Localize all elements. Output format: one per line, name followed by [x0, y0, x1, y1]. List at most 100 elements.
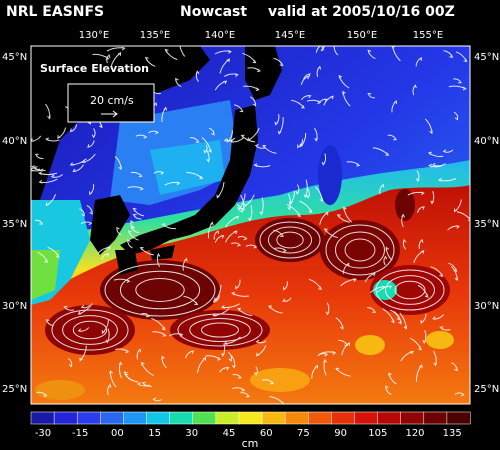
eddy-streamline: [51, 309, 129, 351]
flow-arrow: [295, 184, 300, 195]
lat-right-30: 30°N: [474, 301, 499, 312]
flow-arrow: [420, 313, 427, 324]
flow-arrow: [31, 165, 41, 170]
eddy-3: [320, 220, 400, 280]
flow-arrow: [391, 100, 398, 113]
flow-arrow: [443, 50, 454, 58]
flow-arrow: [118, 361, 123, 379]
colorbar-swatch: [53, 411, 78, 425]
flow-arrow: [34, 153, 44, 159]
flow-arrow: [428, 163, 444, 168]
flow-arrow: [427, 151, 444, 158]
flow-arrow: [243, 85, 260, 92]
flow-arrow: [432, 314, 444, 320]
flow-arrow: [240, 392, 250, 398]
flow-arrow: [38, 171, 58, 176]
flow-arrow: [136, 348, 142, 360]
flow-arrow: [288, 190, 295, 206]
flow-arrow: [277, 116, 284, 135]
flow-arrow: [268, 305, 283, 314]
flow-arrow: [70, 124, 78, 133]
lon-label-145: 145°E: [275, 30, 305, 41]
flow-arrow: [388, 372, 397, 385]
flow-arrow: [323, 228, 339, 239]
field-name-label: Surface Elevation: [40, 62, 149, 75]
colorbar-tick-label: 120: [405, 428, 424, 439]
flow-arrow: [451, 362, 458, 372]
colorbar-tick-label: 135: [443, 428, 462, 439]
flow-arrow: [151, 317, 166, 331]
flow-arrow: [430, 266, 444, 277]
eddy-streamline: [62, 315, 118, 345]
colorbar-tick-label: -15: [72, 428, 88, 439]
flow-arrow: [220, 303, 240, 309]
flow-arrow: [91, 128, 96, 139]
flow-arrow: [226, 130, 233, 143]
flow-arrow: [196, 356, 207, 373]
flow-arrow: [323, 95, 334, 106]
flow-arrow: [50, 174, 63, 179]
flow-arrow: [135, 134, 148, 139]
flow-arrow: [164, 48, 178, 61]
colorbar-swatch: [30, 411, 55, 425]
eddy-5: [170, 310, 270, 350]
colorbar-swatch: [76, 411, 101, 425]
flow-arrow: [86, 205, 93, 215]
flow-arrow: [231, 291, 250, 297]
flow-arrow: [316, 65, 322, 77]
flow-arrow: [322, 46, 326, 52]
flow-arrow: [92, 53, 110, 60]
flow-arrow: [224, 73, 239, 77]
reference-vector-label: 20 cm/s: [90, 94, 134, 107]
flow-arrow: [81, 153, 96, 163]
flow-arrow: [342, 262, 350, 274]
flow-arrow: [453, 111, 459, 121]
flow-arrow: [393, 311, 402, 325]
flow-arrow: [79, 208, 85, 217]
flow-arrow: [219, 58, 230, 74]
colorbar-tick-label: 60: [260, 428, 273, 439]
flow-arrow: [116, 226, 122, 236]
flow-arrow: [219, 367, 230, 373]
flow-arrow: [379, 183, 385, 195]
flow-arrow: [213, 230, 219, 240]
flow-arrow: [175, 77, 182, 88]
eddy-streamline: [72, 320, 108, 340]
eddy-6: [370, 265, 450, 315]
flow-arrow: [286, 203, 301, 218]
flow-arrow: [300, 95, 312, 101]
flow-arrow: [57, 127, 67, 139]
eddy-streamline: [276, 231, 304, 249]
flow-arrow: [144, 56, 156, 67]
colorbar-swatch: [192, 411, 217, 425]
flow-arrow: [282, 297, 292, 302]
flow-arrow: [213, 295, 220, 304]
flow-arrow: [255, 339, 267, 344]
velocity-streamlines: [31, 46, 470, 404]
flow-arrow: [161, 106, 168, 122]
colorbar-swatch: [331, 411, 356, 425]
flow-arrow: [317, 352, 329, 357]
flow-arrow: [248, 205, 253, 222]
flow-arrow: [341, 341, 351, 356]
flow-arrow: [269, 396, 285, 404]
cold-eddy: [373, 280, 397, 300]
flow-arrow: [97, 246, 112, 254]
flow-arrow: [274, 247, 287, 253]
eddy-streamline: [259, 221, 321, 259]
flow-arrow: [297, 139, 304, 149]
flow-arrow: [442, 149, 454, 153]
land-hokkaido: [245, 46, 282, 100]
flow-arrow: [110, 51, 122, 68]
flow-arrow: [223, 137, 236, 142]
flow-arrow: [127, 230, 139, 241]
colorbar-swatch: [400, 411, 425, 425]
flow-arrow: [141, 381, 152, 387]
flow-arrow: [399, 312, 408, 330]
cold-tongue: [318, 145, 342, 205]
flow-arrow: [139, 247, 154, 256]
flow-arrow: [311, 364, 319, 379]
flow-arrow: [107, 383, 112, 396]
title-source: NRL EASNFS: [6, 4, 105, 20]
flow-arrow: [132, 208, 145, 217]
